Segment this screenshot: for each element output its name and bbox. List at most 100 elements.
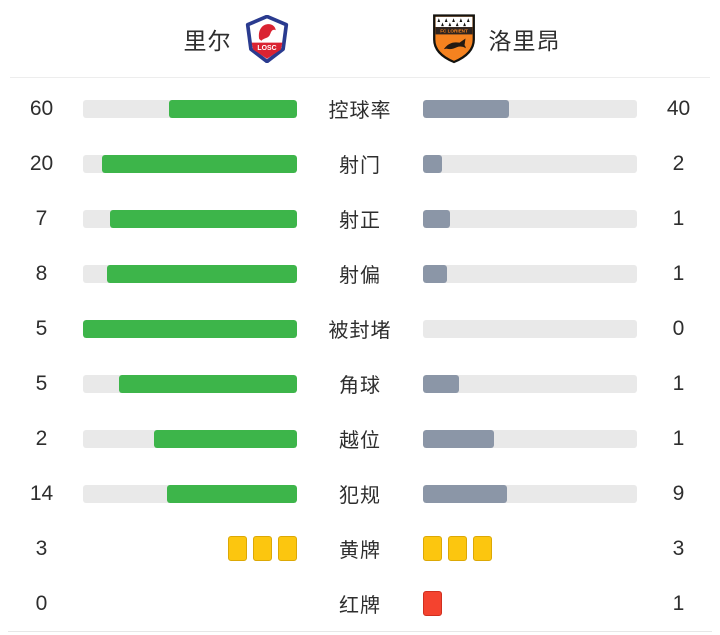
home-stat-bar-fill: [166, 484, 297, 503]
away-stat-bar-fill: [423, 264, 447, 283]
home-stat-bar-fill: [102, 154, 297, 173]
stat-label: 射门: [339, 155, 381, 177]
home-team: 里尔 LOSC: [10, 14, 353, 63]
home-stat-value: 3: [35, 536, 48, 560]
yellow-card-icon: [278, 536, 297, 561]
away-cards: [423, 591, 442, 616]
home-stat-bar-fill: [83, 319, 297, 338]
stat-label: 射偏: [339, 265, 381, 287]
away-stat-bar: [423, 429, 637, 448]
home-stat-value: 7: [35, 206, 48, 230]
home-stat-value: 5: [35, 316, 48, 340]
away-stat-bar-fill: [423, 154, 443, 173]
away-stat-value: 1: [672, 426, 685, 450]
home-stat-value: 60: [29, 96, 54, 120]
stat-label: 控球率: [328, 100, 392, 122]
home-stat-bar: [83, 154, 297, 173]
red-card-icon: [423, 591, 442, 616]
away-stat-value: 1: [672, 206, 685, 230]
away-stat-bar-fill: [423, 484, 507, 503]
home-stat-bar: [83, 536, 297, 561]
yellow-card-icon: [253, 536, 272, 561]
home-stat-bar-track: [83, 429, 297, 448]
yellow-card-icon: [448, 536, 467, 561]
stat-label: 红牌: [339, 595, 381, 617]
losc-crest-icon: LOSC: [244, 14, 290, 63]
home-stat-bar-track: [83, 319, 297, 338]
stat-label: 犯规: [339, 485, 381, 507]
stat-label: 角球: [339, 375, 381, 397]
stat-row: 3 黄牌 3: [0, 521, 720, 576]
home-stat-bar: [83, 209, 297, 228]
away-stat-bar-fill: [423, 99, 509, 118]
stat-row: 7 射正 1: [0, 191, 720, 246]
away-stat-bar: [423, 99, 637, 118]
away-stat-bar: [423, 319, 637, 338]
away-stat-bar-track: [423, 429, 637, 448]
away-stat-bar: [423, 591, 637, 616]
svg-text:FC LORIENT: FC LORIENT: [440, 28, 468, 33]
away-stat-value: 2: [672, 151, 685, 175]
away-cards: [423, 536, 492, 561]
stat-row: 60 控球率 40: [0, 81, 720, 136]
away-stat-bar-fill: [423, 429, 495, 448]
away-stat-bar-track: [423, 154, 637, 173]
away-stat-value: 1: [672, 261, 685, 285]
away-stat-value: 40: [666, 96, 691, 120]
home-stat-value: 20: [29, 151, 54, 175]
away-stat-bar: [423, 209, 637, 228]
away-stat-bar-fill: [423, 374, 459, 393]
stat-label: 被封堵: [328, 320, 392, 342]
home-stat-bar-track: [83, 374, 297, 393]
stat-row: 8 射偏 1: [0, 246, 720, 301]
home-stat-bar-track: [83, 99, 297, 118]
home-stat-value: 8: [35, 261, 48, 285]
home-stat-bar-fill: [109, 209, 297, 228]
home-stat-bar: [83, 591, 297, 616]
home-stat-value: 2: [35, 426, 48, 450]
away-stat-bar-track: [423, 319, 637, 338]
away-stat-bar-track: [423, 99, 637, 118]
away-stat-bar: [423, 154, 637, 173]
stat-row: 20 射门 2: [0, 136, 720, 191]
home-stat-bar-track: [83, 264, 297, 283]
away-stat-bar-track: [423, 209, 637, 228]
home-cards: [228, 536, 297, 561]
home-stat-bar: [83, 99, 297, 118]
away-stat-value: 1: [672, 371, 685, 395]
home-stat-bar-fill: [118, 374, 297, 393]
svg-text:LOSC: LOSC: [257, 45, 276, 52]
away-stat-bar: [423, 264, 637, 283]
home-stat-bar-fill: [106, 264, 297, 283]
away-team: FC LORIENT 洛里昂: [353, 13, 711, 64]
away-stat-value: 1: [672, 591, 685, 615]
away-stat-bar: [423, 374, 637, 393]
stat-label: 射正: [339, 210, 381, 232]
away-stat-bar-track: [423, 264, 637, 283]
stat-label: 黄牌: [339, 540, 381, 562]
stat-row: 14 犯规 9: [0, 466, 720, 521]
home-stat-bar: [83, 484, 297, 503]
away-stat-bar: [423, 484, 637, 503]
home-team-name: 里尔: [183, 27, 232, 54]
home-stat-value: 0: [35, 591, 48, 615]
stat-label: 越位: [339, 430, 381, 452]
home-stat-bar: [83, 429, 297, 448]
stat-row: 0 红牌 1: [0, 576, 720, 631]
yellow-card-icon: [473, 536, 492, 561]
home-stat-value: 14: [29, 481, 54, 505]
stat-row: 2 越位 1: [0, 411, 720, 466]
home-stat-bar-track: [83, 484, 297, 503]
home-stat-bar: [83, 374, 297, 393]
home-stat-bar-fill: [168, 99, 297, 118]
stat-row: 5 被封堵 0: [0, 301, 720, 356]
away-stat-value: 9: [672, 481, 685, 505]
away-stat-value: 3: [672, 536, 685, 560]
away-stat-bar-track: [423, 374, 637, 393]
home-stat-bar: [83, 264, 297, 283]
home-stat-bar-track: [83, 154, 297, 173]
yellow-card-icon: [228, 536, 247, 561]
away-stat-bar: [423, 536, 637, 561]
match-stats-header: 里尔 LOSC FC LORIENT: [10, 0, 710, 78]
home-stat-bar-fill: [154, 429, 297, 448]
